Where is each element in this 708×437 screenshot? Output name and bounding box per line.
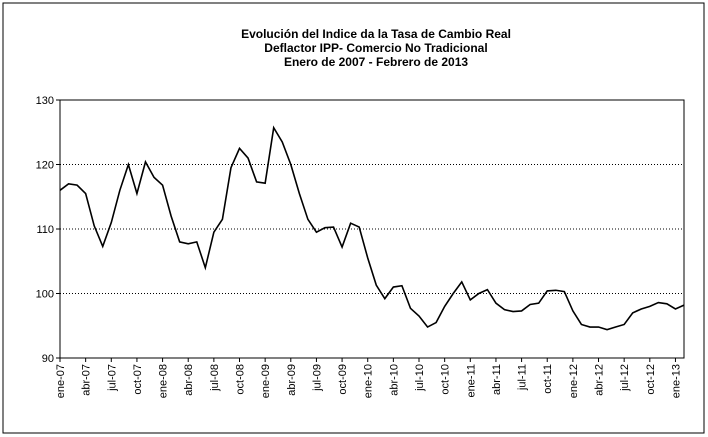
x-tick-label: ene-10 (363, 364, 375, 398)
x-tick-label: jul-10 (414, 364, 426, 392)
x-tick-label: ene-07 (55, 364, 67, 398)
x-tick-label: jul-11 (517, 364, 529, 391)
y-tick-label: 130 (36, 95, 54, 107)
x-tick-label: jul-07 (106, 364, 118, 392)
x-tick-label: oct-11 (542, 364, 554, 394)
y-tick-label: 100 (36, 289, 54, 301)
x-tick-label: ene-09 (260, 364, 272, 398)
x-tick-label: jul-09 (311, 364, 323, 392)
x-tick-label: ene-12 (568, 364, 580, 398)
x-tick-label: abr-10 (388, 364, 400, 396)
data-line (59, 125, 685, 331)
x-tick-label: abr-11 (491, 364, 503, 395)
x-tick-label: jul-08 (209, 364, 221, 392)
y-tick-label: 120 (36, 160, 54, 172)
x-tick-label: oct-07 (132, 364, 144, 395)
x-tick-label: jul-12 (619, 364, 631, 392)
x-tick-label: oct-08 (235, 364, 247, 395)
chart-title: Evolución del Indice da la Tasa de Cambi… (241, 27, 511, 41)
x-tick-label: abr-12 (594, 364, 606, 396)
x-tick-label: ene-11 (465, 364, 477, 397)
chart-subtitle: Deflactor IPP- Comercio No Tradicional (264, 41, 487, 55)
x-tick-label: oct-10 (440, 364, 452, 395)
x-tick-label: abr-08 (183, 364, 195, 396)
y-tick-label: 110 (36, 224, 54, 236)
y-tick-label: 90 (42, 353, 54, 365)
x-tick-label: ene-13 (670, 364, 682, 398)
x-tick-label: abr-07 (81, 364, 93, 396)
chart-subtitle: Enero de 2007 - Febrero de 2013 (284, 55, 468, 69)
x-tick-label: abr-09 (286, 364, 298, 396)
x-tick-label: oct-12 (645, 364, 657, 395)
x-tick-label: oct-09 (337, 364, 349, 395)
x-tick-label: ene-08 (158, 364, 170, 398)
